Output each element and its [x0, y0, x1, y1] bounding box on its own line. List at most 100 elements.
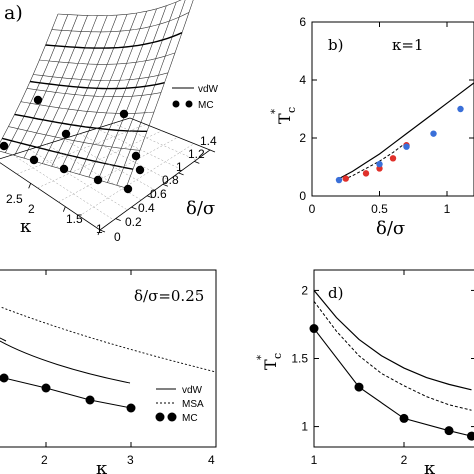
mesh-line	[42, 15, 108, 164]
y-tick-label: 0	[299, 189, 306, 203]
y-tick-label: 1	[176, 160, 183, 174]
y-axis-label: T c *	[256, 353, 284, 370]
y-axis-label-sup: *	[256, 355, 267, 360]
y-axis-label-main: T	[261, 359, 280, 370]
base-grid-line	[12, 154, 114, 221]
mc-point	[126, 403, 136, 413]
y-axis-label-sup: *	[270, 109, 281, 114]
y-tick-label: 1.4	[200, 134, 217, 148]
panel-b-label: b)	[328, 36, 343, 54]
base-grid-line	[37, 130, 163, 189]
mc-point	[135, 165, 145, 175]
y-axis-label-main: T	[275, 113, 294, 124]
mesh-line	[107, 1, 177, 183]
solid-curve	[338, 82, 474, 180]
dashed-curve	[313, 301, 472, 411]
panel-c: δ/σ=0.25 vdW MSA MC 2 3 4 κ	[0, 269, 217, 474]
axis-ticks: 0 0.5 1 0 2 4 6	[299, 15, 474, 216]
mesh-line	[33, 72, 169, 81]
mesh-line	[26, 88, 162, 97]
x-axis-label: κ	[20, 216, 32, 237]
vdw-curve	[0, 340, 131, 384]
mesh-line	[57, 0, 182, 16]
x-tick-label: 2	[401, 453, 408, 467]
mesh-line	[5, 14, 69, 153]
y-tick-label: 0.8	[162, 173, 179, 187]
blue-point	[403, 143, 410, 150]
legend-mc-dot	[172, 100, 180, 108]
panel-d-label: d)	[328, 284, 343, 302]
mesh-line	[39, 52, 176, 65]
mc-point	[399, 413, 409, 423]
red-point	[342, 175, 349, 182]
solid-curve	[313, 290, 472, 391]
mc-point	[41, 383, 51, 393]
contour-line	[29, 80, 165, 90]
legend-mc-dot	[185, 100, 193, 108]
mc-curve	[313, 328, 472, 437]
blue-point	[457, 105, 464, 113]
mc-point	[444, 426, 454, 436]
y-tick-label: 2	[299, 131, 306, 145]
y-tick-mark	[131, 206, 137, 210]
panel-a: a) vdW MC 2.5 2 1.5 1 κ 0 0.2 0.4 0.6 0.…	[0, 0, 219, 244]
legend-vdw-label: vdW	[182, 385, 203, 396]
y-tick-label: 1.5	[291, 352, 308, 366]
x-tick-label: 4	[208, 453, 215, 467]
y-tick-mark	[146, 195, 153, 199]
y-axis-label: T c *	[270, 107, 298, 124]
y-tick-mark	[162, 183, 169, 187]
base-grid-line	[113, 123, 197, 161]
series-lines	[313, 290, 472, 437]
y-tick-label: 0.4	[138, 201, 155, 215]
x-tick-mark	[62, 206, 66, 212]
plot-frame	[311, 21, 474, 197]
y-tick-label: 1.2	[188, 147, 205, 161]
mc-point	[354, 382, 364, 392]
mc-point	[93, 175, 103, 185]
panel-b: 0 0.5 1 0 2 4 6 b) κ=1 δ/σ T c *	[270, 15, 474, 239]
series-points	[309, 324, 474, 441]
mc-point	[131, 151, 141, 161]
x-tick-label: 2	[28, 202, 35, 216]
contour-line	[14, 113, 147, 133]
mc-point	[29, 155, 39, 165]
x-tick-label: 1	[96, 222, 103, 236]
mesh-line	[116, 0, 186, 186]
x-tick-label: 2	[41, 453, 48, 467]
plot-frame	[0, 269, 217, 448]
x-tick-label: 1	[444, 202, 451, 216]
mc-point	[309, 324, 319, 334]
mc-point	[85, 395, 95, 405]
y-tick-label: 0.6	[150, 187, 167, 201]
mesh-line	[20, 101, 155, 114]
mc-point	[123, 184, 133, 194]
panel-a-label: a)	[4, 2, 23, 24]
mc-point	[0, 141, 9, 151]
blue-point	[376, 160, 383, 168]
panel-d: 1 2 1 1.5 2 d) κ T c *	[256, 269, 474, 474]
y-tick-label: 2	[301, 283, 308, 297]
y-tick-label: 6	[299, 15, 306, 29]
mc-curve	[3, 377, 132, 409]
y-tick-mark	[99, 229, 106, 233]
mesh-line	[88, 8, 157, 178]
mc-point	[0, 373, 9, 383]
x-axis-label: δ/σ	[376, 218, 405, 239]
y-tick-label: 0.2	[125, 215, 142, 229]
x-tick-mark	[28, 183, 32, 189]
msa-curve	[0, 306, 217, 373]
dashed-curve	[338, 141, 407, 182]
axis-ticks: 1 2 1 1.5 2	[291, 270, 474, 467]
y-tick-label: 4	[299, 73, 306, 87]
red-point	[389, 155, 397, 162]
x-tick-label: 0	[309, 202, 316, 216]
y-tick-mark	[194, 161, 200, 164]
contour-line	[45, 32, 183, 49]
mc-point	[61, 129, 71, 139]
x-axis-label: κ	[96, 458, 108, 474]
x-axis-label: κ	[424, 458, 436, 474]
red-point	[362, 170, 370, 177]
kappa-annotation: κ=1	[392, 36, 424, 54]
